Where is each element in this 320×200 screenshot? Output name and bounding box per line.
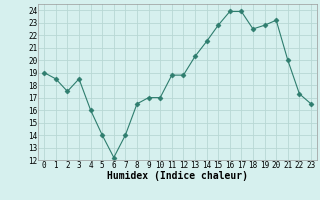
X-axis label: Humidex (Indice chaleur): Humidex (Indice chaleur)	[107, 171, 248, 181]
